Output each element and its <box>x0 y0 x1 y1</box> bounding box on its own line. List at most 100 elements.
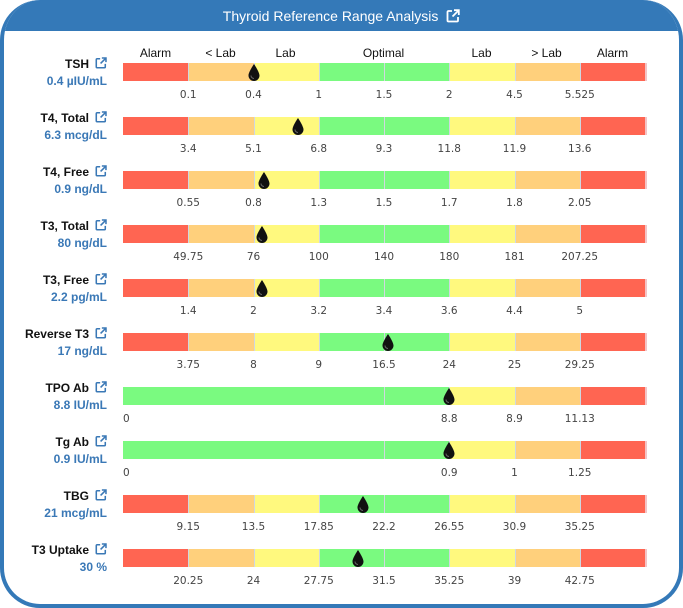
tick-label: 13.5 <box>241 521 266 533</box>
range-bar <box>123 63 647 81</box>
analyte-name: Tg Ab <box>55 435 107 449</box>
tick-label: 8 <box>250 359 257 371</box>
range-segment-optimal <box>318 171 384 189</box>
range-segment-alarm <box>123 171 189 189</box>
range-segment-lab <box>449 171 515 189</box>
tick-label: 1.3 <box>310 197 328 209</box>
range-segment-alarm <box>123 63 189 81</box>
analyte-row: T3, Total 80 ng/dL 49.75 76 100 140 180 181 207.… <box>4 219 679 273</box>
tick-label: 1.25 <box>568 467 592 479</box>
tick-label: 1.7 <box>440 197 458 209</box>
range-segment-alarm <box>579 387 645 405</box>
tick-labels: 3.75 8 9 16.5 24 25 29.25 <box>123 359 645 373</box>
analyte-name-text: TSH <box>65 57 89 71</box>
range-segment-outside-lab <box>188 63 254 81</box>
external-link-icon[interactable] <box>95 381 107 393</box>
range-segment-alarm <box>579 441 645 459</box>
tick-label: 8.9 <box>506 413 523 425</box>
range-bar-end <box>645 333 647 351</box>
range-bar <box>123 333 647 351</box>
range-segment-outside-lab <box>514 225 580 243</box>
external-link-icon[interactable] <box>95 543 107 555</box>
external-link-icon[interactable] <box>95 165 107 177</box>
analyte-row: T4, Total 6.3 mcg/dL 3.4 5.1 6.8 9.3 11.8 11.9 1… <box>4 111 679 165</box>
tick-labels: 0 8.8 8.9 11.13 <box>123 413 645 427</box>
range-segment-outside-lab <box>188 225 254 243</box>
tick-label: 11.9 <box>502 143 527 155</box>
tick-label: 31.5 <box>372 575 396 587</box>
range-segment-lab <box>253 225 319 243</box>
external-link-icon[interactable] <box>446 9 460 23</box>
range-bar-end <box>645 549 647 567</box>
tick-label: 1.5 <box>375 89 393 101</box>
range-segment-outside-lab <box>188 279 254 297</box>
tick-label: 2 <box>250 305 257 317</box>
analyte-name-text: T3, Total <box>40 219 89 233</box>
tick-label: 39 <box>507 575 522 587</box>
tick-label: 11.13 <box>564 413 595 425</box>
range-segment-optimal <box>384 63 450 81</box>
external-link-icon[interactable] <box>95 489 107 501</box>
range-segment-lab <box>449 441 515 459</box>
analyte-value: 2.2 pg/mL <box>50 290 107 304</box>
external-link-icon[interactable] <box>95 435 107 447</box>
analyte-name-text: T4, Total <box>40 111 89 125</box>
analyte-name: T3, Total <box>41 219 107 233</box>
analyte-value: 80 ng/dL <box>57 236 107 250</box>
tick-label: 0.55 <box>176 197 200 209</box>
external-link-icon[interactable] <box>95 219 107 231</box>
range-segment-optimal <box>318 549 384 567</box>
tick-label: 1.4 <box>179 305 197 317</box>
tick-label: 25 <box>507 359 522 371</box>
range-segment-lab <box>449 333 515 351</box>
tick-label: 11.8 <box>437 143 461 155</box>
tick-label: 9.15 <box>176 521 200 533</box>
range-segment-outside-lab <box>514 549 580 567</box>
external-link-icon[interactable] <box>95 111 107 123</box>
tick-label: 100 <box>308 251 329 263</box>
range-segment-lab <box>449 117 515 135</box>
range-segment-optimal <box>384 225 450 243</box>
drop-icon <box>248 64 259 81</box>
range-segment-optimal <box>384 495 450 513</box>
analyte-name-text: T4, Free <box>42 165 89 179</box>
range-bar-end <box>645 441 647 459</box>
range-segment-optimal <box>384 279 450 297</box>
range-segment-optimal <box>318 387 384 405</box>
range-segment-lab <box>449 549 515 567</box>
tick-label: 4.5 <box>506 89 523 101</box>
analyte-row: Reverse T3 17 ng/dL 3.75 8 9 16.5 24 25 29.25 <box>4 327 679 381</box>
tick-label: 0.8 <box>245 197 262 209</box>
tick-label: 1 <box>315 89 323 101</box>
range-segment-alarm <box>123 549 189 567</box>
analyte-name-text: Tg Ab <box>55 435 89 449</box>
analyte-name-text: TBG <box>63 489 89 503</box>
range-segment-alarm <box>579 279 645 297</box>
zone-label-optimal: Optimal <box>362 46 405 60</box>
analyte-name: Reverse T3 <box>25 327 107 341</box>
tick-label: 0.1 <box>179 89 197 101</box>
external-link-icon[interactable] <box>95 57 107 69</box>
tick-label: 0 <box>123 413 130 425</box>
analyte-name: TPO Ab <box>45 381 107 395</box>
external-link-icon[interactable] <box>95 273 107 285</box>
range-segment-lab <box>449 495 515 513</box>
range-segment-optimal <box>318 333 384 351</box>
external-link-icon[interactable] <box>95 327 107 339</box>
range-segment-alarm <box>579 549 645 567</box>
analyte-name-text: T3 Uptake <box>31 543 89 557</box>
analyte-row: Tg Ab 0.9 IU/mL 0 0.9 1 1.25 <box>4 435 679 489</box>
range-segment-outside-lab <box>514 117 580 135</box>
range-bar <box>123 549 647 567</box>
drop-icon <box>256 226 268 243</box>
range-bar-end <box>645 225 647 243</box>
analyte-name: T4, Total <box>41 111 107 125</box>
tick-label: 5 <box>576 305 584 317</box>
drop-icon <box>352 550 364 567</box>
analyte-row: TPO Ab 8.8 IU/mL 0 8.8 8.9 11.13 <box>4 381 679 435</box>
tick-label: 9.3 <box>375 143 393 155</box>
analyte-name-text: T3, Free <box>42 273 89 287</box>
range-segment-outside-lab <box>514 171 580 189</box>
analyte-value: 0.9 ng/dL <box>54 182 107 196</box>
